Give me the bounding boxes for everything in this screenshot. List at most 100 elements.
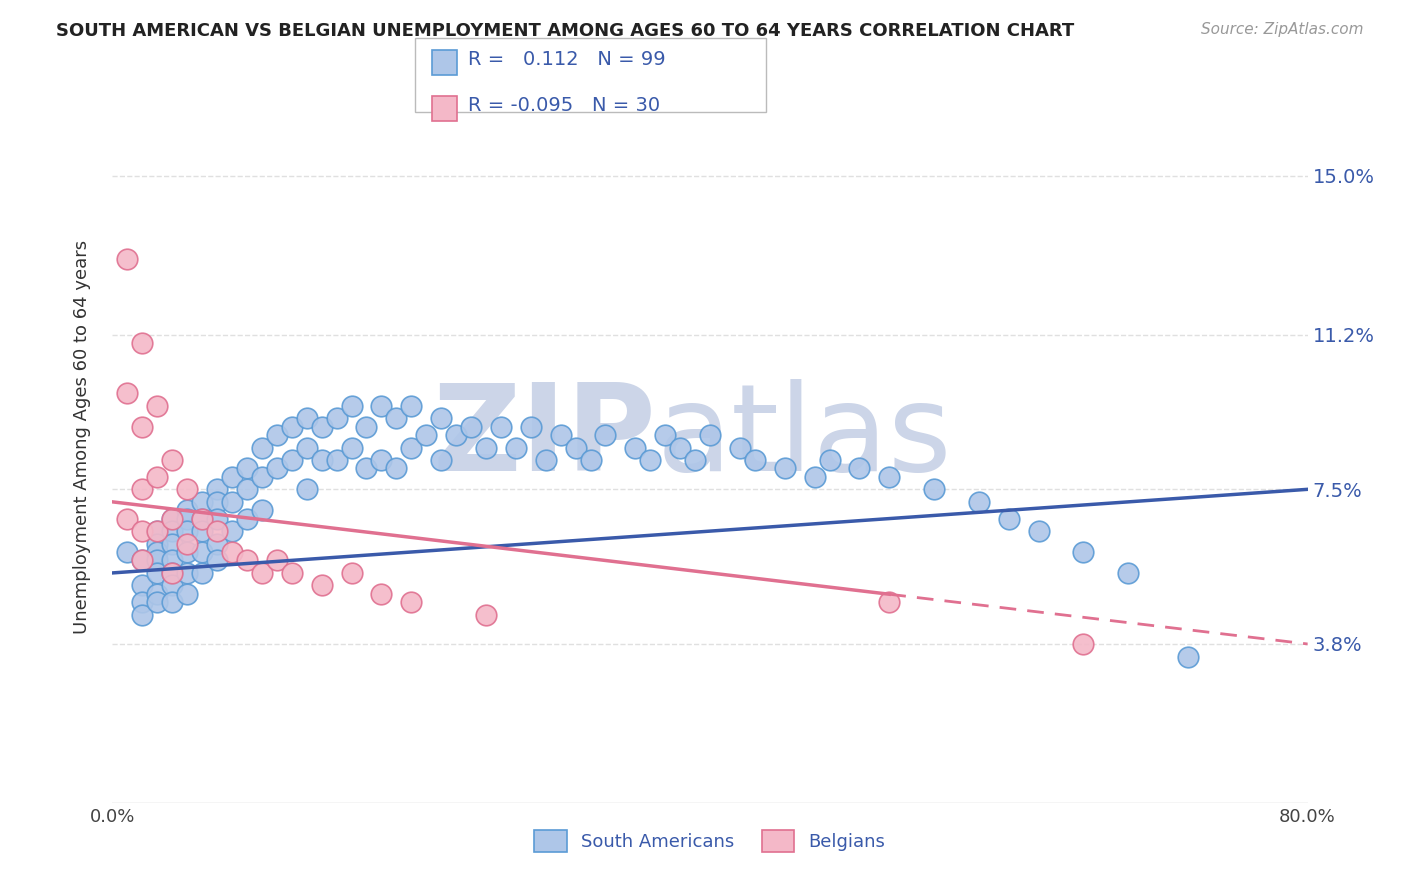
Point (266, 428, 288, 442)
Point (117, 386, 139, 401)
Point (146, 399, 169, 413)
Point (266, 461, 288, 475)
Point (146, 524, 169, 538)
Point (311, 453, 333, 467)
Point (176, 503, 198, 517)
Point (505, 441, 527, 455)
Point (131, 553, 153, 567)
Point (236, 461, 259, 475)
Point (162, 578, 183, 592)
Point (205, 524, 228, 538)
Point (191, 511, 214, 525)
Text: R =   0.112   N = 99: R = 0.112 N = 99 (468, 50, 666, 69)
Point (475, 441, 498, 455)
Point (564, 441, 586, 455)
Point (250, 566, 273, 580)
Point (340, 399, 363, 413)
Point (191, 511, 214, 525)
Point (1118, 566, 1140, 580)
Point (281, 453, 304, 467)
Point (401, 595, 423, 609)
Point (669, 441, 692, 455)
Point (221, 524, 243, 538)
Point (699, 428, 721, 442)
Point (236, 511, 259, 525)
Point (295, 411, 318, 425)
Point (624, 441, 647, 455)
Point (325, 453, 347, 467)
Point (683, 453, 706, 467)
Point (191, 495, 214, 509)
Point (922, 483, 945, 497)
Text: Source: ZipAtlas.com: Source: ZipAtlas.com (1201, 22, 1364, 37)
Point (191, 566, 214, 580)
Point (117, 545, 139, 559)
Point (311, 419, 333, 434)
Point (475, 607, 498, 622)
Point (744, 453, 766, 467)
Point (325, 411, 347, 425)
Point (146, 536, 169, 550)
Point (489, 419, 512, 434)
Point (998, 511, 1021, 525)
Point (162, 524, 183, 538)
Point (595, 428, 617, 442)
Point (879, 470, 901, 484)
Point (848, 461, 870, 475)
Point (191, 545, 214, 559)
Point (550, 428, 572, 442)
Text: SOUTH AMERICAN VS BELGIAN UNEMPLOYMENT AMONG AGES 60 TO 64 YEARS CORRELATION CHA: SOUTH AMERICAN VS BELGIAN UNEMPLOYMENT A… (56, 22, 1074, 40)
Point (176, 566, 198, 580)
Point (131, 524, 153, 538)
Point (221, 545, 243, 559)
Point (370, 453, 392, 467)
Point (236, 483, 259, 497)
Point (385, 411, 408, 425)
Point (131, 419, 153, 434)
Point (579, 453, 602, 467)
Point (640, 453, 662, 467)
Point (340, 441, 363, 455)
Point (818, 453, 841, 467)
Point (176, 524, 198, 538)
Point (266, 553, 288, 567)
Point (250, 441, 273, 455)
Point (146, 566, 169, 580)
Point (146, 545, 169, 559)
Point (401, 441, 423, 455)
Point (176, 536, 198, 550)
Point (340, 566, 363, 580)
Point (803, 470, 825, 484)
Point (205, 495, 228, 509)
Point (176, 511, 198, 525)
Point (205, 483, 228, 497)
Point (773, 461, 796, 475)
Point (879, 595, 901, 609)
Point (191, 524, 214, 538)
Point (117, 252, 139, 267)
Point (370, 587, 392, 601)
Point (295, 483, 318, 497)
Point (401, 399, 423, 413)
Point (311, 578, 333, 592)
Point (295, 441, 318, 455)
Point (162, 536, 183, 550)
Point (205, 536, 228, 550)
Point (162, 511, 183, 525)
Point (728, 441, 751, 455)
Point (221, 470, 243, 484)
Point (430, 453, 453, 467)
Point (1028, 524, 1050, 538)
Point (131, 483, 153, 497)
Legend: South Americans, Belgians: South Americans, Belgians (527, 823, 893, 860)
Point (1073, 637, 1095, 651)
Point (281, 419, 304, 434)
Point (444, 428, 467, 442)
Point (131, 336, 153, 351)
Point (176, 483, 198, 497)
Point (176, 545, 198, 559)
Point (131, 595, 153, 609)
Point (370, 399, 392, 413)
Point (520, 419, 543, 434)
Point (162, 553, 183, 567)
